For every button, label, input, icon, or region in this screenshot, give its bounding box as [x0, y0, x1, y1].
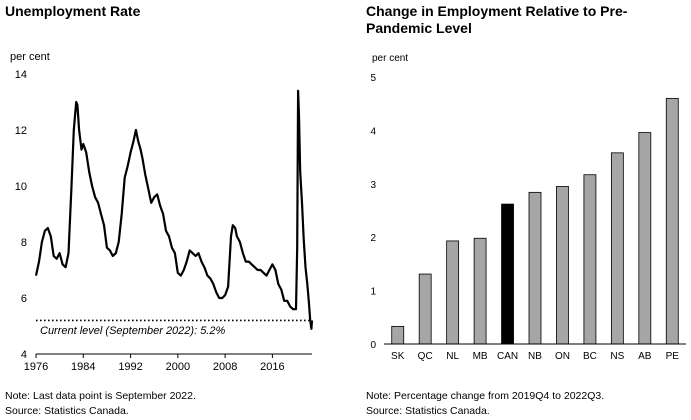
left-x-tick-label: 1992: [118, 361, 142, 373]
unemployment-rate-line: [34, 89, 314, 330]
left-y-tick-label: 14: [15, 69, 27, 81]
left-y-tick-label: 12: [15, 125, 27, 137]
right-source-text: Source: Statistics Canada.: [366, 405, 490, 417]
bar-on: [556, 186, 569, 345]
employment-bars: [391, 97, 679, 345]
right-footnote: Note: Percentage change from 2019Q4 to 2…: [366, 389, 604, 419]
right-x-tick-label: ON: [555, 351, 570, 362]
right-x-tick-label: BC: [583, 351, 597, 362]
right-x-tick-label: PE: [666, 351, 680, 362]
left-axis-ticks: 4 6 8 10 12 14 1976 1984 1992 2000 2008 2016: [15, 69, 285, 373]
right-y-tick-label: 2: [370, 233, 376, 244]
right-x-tick-label: NS: [610, 351, 624, 362]
left-y-tick-label: 6: [21, 293, 27, 305]
left-y-tick-label: 8: [21, 237, 27, 249]
unemployment-rate-chart: per cent 4 6 8 10 12 14 1976 1984 1992 2000 2008 20…: [10, 51, 314, 373]
right-x-tick-label: NB: [528, 351, 542, 362]
left-y-tick-label: 4: [21, 349, 27, 361]
right-x-tick-label: QC: [418, 351, 433, 362]
employment-change-chart: per cent 0 1 2 3 4 5 SK QC NL MB CAN NB ON BC NS AB PE: [370, 53, 686, 362]
bar-ab: [638, 132, 652, 345]
right-y-tick-label: 1: [370, 287, 376, 298]
right-chart-title: Change in Employment Relative to Pre-Pan…: [366, 3, 628, 36]
bar-qc: [418, 273, 432, 345]
left-y-unit-label: per cent: [10, 51, 50, 63]
right-x-tick-label: AB: [638, 351, 652, 362]
right-y-tick-label: 0: [370, 340, 376, 351]
left-note-text: Note: Last data point is September 2022.: [5, 390, 196, 402]
current-level-annotation: Current level (September 2022): 5.2%: [40, 325, 225, 337]
bar-nb: [528, 191, 542, 345]
right-x-tick-label: CAN: [497, 351, 518, 362]
left-x-tick-label: 1984: [71, 361, 95, 373]
left-x-tick-label: 1976: [24, 361, 48, 373]
left-chart-title: Unemployment Rate: [5, 3, 141, 19]
right-y-tick-label: 5: [370, 73, 376, 84]
left-x-tick-label: 2008: [213, 361, 237, 373]
bar-can: [501, 203, 514, 345]
bar-nl: [446, 240, 460, 345]
bar-pe: [665, 97, 679, 345]
left-x-tick-label: 2016: [260, 361, 284, 373]
right-y-unit-label: per cent: [372, 53, 408, 64]
right-x-tick-label: NL: [446, 351, 459, 362]
left-footnote: Note: Last data point is September 2022.…: [5, 389, 196, 419]
right-x-tick-label: MB: [473, 351, 488, 362]
right-y-tick-label: 4: [370, 126, 376, 137]
right-x-tick-label: SK: [391, 351, 405, 362]
left-x-tick-label: 2000: [166, 361, 190, 373]
right-y-tick-label: 3: [370, 180, 376, 191]
right-note-text: Note: Percentage change from 2019Q4 to 2…: [366, 390, 605, 402]
bar-bc: [583, 174, 597, 345]
left-source-text: Source: Statistics Canada.: [5, 405, 129, 417]
right-axis-ticks: 0 1 2 3 4 5 SK QC NL MB CAN NB ON BC NS AB PE: [370, 73, 679, 362]
left-y-tick-label: 10: [15, 181, 27, 193]
bar-mb: [473, 237, 487, 345]
bar-ns: [610, 152, 624, 345]
bar-sk: [391, 325, 405, 345]
